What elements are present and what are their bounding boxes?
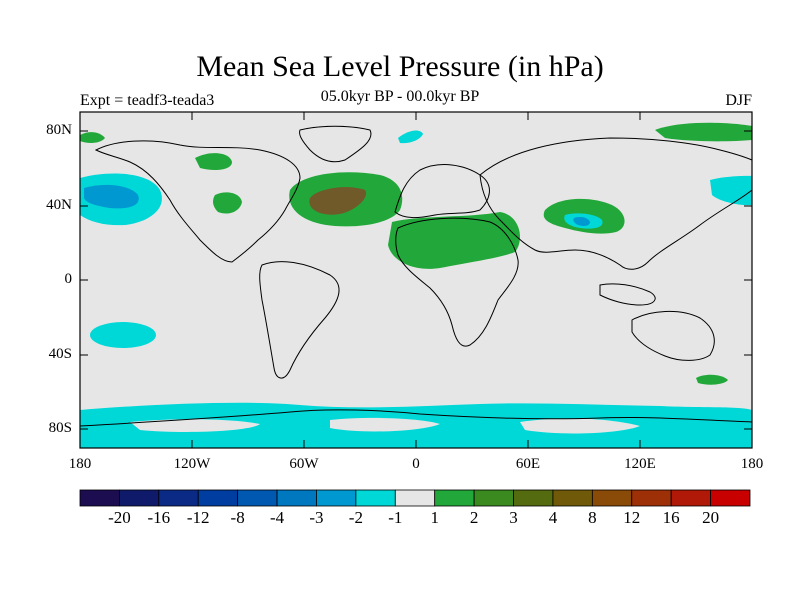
colorbar-box	[158, 489, 199, 507]
coast-north-america	[94, 140, 301, 263]
lon-label-0: 0	[412, 456, 420, 472]
coast-australia	[631, 310, 715, 361]
lon-label-120w: 120W	[173, 456, 211, 472]
colorbar-box	[710, 489, 751, 507]
lat-label-0: 0	[64, 271, 73, 287]
colorbar-box	[237, 489, 278, 507]
colorbar-label: 3	[509, 508, 518, 527]
colorbar-label: -3	[309, 508, 324, 527]
coast-antarctica	[79, 409, 753, 427]
colorbar-label: -12	[186, 508, 210, 527]
colorbar-label: 2	[469, 508, 479, 527]
arctic-high-small	[80, 132, 105, 143]
lon-label-180e: 180	[740, 456, 764, 472]
coast-europe	[394, 164, 490, 219]
lat-label-80n: 80N	[46, 122, 72, 138]
colorbar-box	[591, 489, 633, 507]
colorbar-box	[552, 489, 593, 507]
colorbar-label: -1	[388, 508, 403, 527]
antarctic-gap-2	[330, 417, 440, 432]
antarctic-gap-3	[520, 418, 640, 434]
colorbar-box	[197, 489, 239, 507]
colorbar-label: 20	[702, 508, 720, 527]
colorbar-label: -4	[269, 508, 285, 527]
colorbar-label: -16	[147, 508, 171, 527]
lon-label-60e: 60E	[515, 456, 541, 472]
south-pacific-low	[90, 322, 156, 348]
north-pacific-low-inner	[84, 184, 139, 209]
lat-label-40s: 40S	[48, 346, 72, 362]
lat-label-80s: 80S	[48, 420, 72, 436]
lon-label-180w: 180	[68, 456, 92, 472]
coast-se-asia	[599, 283, 656, 306]
subtitle: 05.0kyr BP - 00.0kyr BP	[320, 88, 480, 105]
colorbar-box	[513, 489, 554, 507]
colorbar-box	[316, 489, 357, 507]
colorbar-label: -2	[348, 508, 363, 527]
coastlines	[79, 125, 753, 427]
colorbar-label: 12	[623, 508, 641, 527]
anomaly-fields	[80, 122, 752, 448]
colorbar-box	[670, 489, 711, 507]
north-america-high	[213, 192, 242, 214]
arctic-high-east	[655, 122, 752, 142]
tibet-low-core	[573, 217, 590, 226]
colorbar-box	[434, 489, 475, 507]
colorbar-label: 1	[430, 508, 439, 527]
colorbar-label: -20	[108, 508, 131, 527]
colorbar-label: 16	[662, 508, 680, 527]
new-zealand-high	[696, 374, 728, 385]
map-background	[80, 112, 752, 448]
colorbar-label: 4	[548, 508, 558, 527]
greenland-high	[195, 153, 232, 170]
colorbar-box	[276, 489, 317, 507]
colorbar	[79, 489, 751, 507]
colorbar-label: 8	[588, 508, 597, 527]
atlantic-high-core	[309, 187, 367, 215]
lon-label-120e: 120E	[624, 456, 656, 472]
colorbar-box	[394, 489, 436, 507]
coast-asia	[479, 137, 753, 270]
map-ticks	[80, 112, 752, 448]
coast-south-america	[259, 261, 340, 379]
experiment-label: Expt = teadf3-teada3	[80, 92, 215, 109]
colorbar-box	[79, 489, 120, 507]
colorbar-box	[119, 489, 160, 507]
colorbar-label: -8	[230, 508, 245, 527]
page-title: Mean Sea Level Pressure (in hPa)	[196, 50, 604, 83]
antarctic-gap-1	[130, 419, 260, 432]
colorbar-box	[473, 489, 514, 507]
coast-greenland	[299, 125, 372, 163]
season-label: DJF	[725, 92, 752, 109]
africa-high	[388, 212, 520, 269]
colorbar-box	[355, 489, 396, 507]
coast-africa	[395, 217, 519, 347]
colorbar-box	[631, 489, 672, 507]
arctic-low	[398, 130, 423, 144]
lat-label-40n: 40N	[46, 197, 72, 213]
lon-label-60w: 60W	[289, 456, 319, 472]
